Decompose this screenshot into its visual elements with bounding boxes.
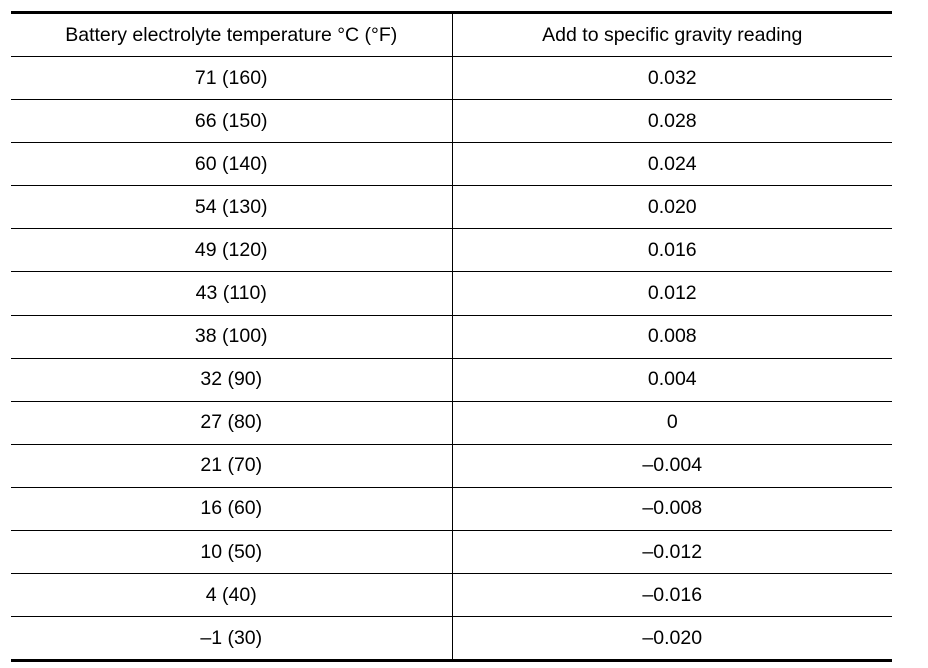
temperature-cell: 16 (60) (11, 487, 453, 532)
correction-cell: –0.008 (452, 487, 892, 532)
table-row: 60 (140) 0.024 (11, 142, 892, 187)
correction-cell: 0.028 (452, 99, 892, 144)
specific-gravity-correction-table: Battery electrolyte temperature °C (°F) … (11, 11, 892, 663)
table-row: 4 (40) –0.016 (11, 573, 892, 618)
header-temperature: Battery electrolyte temperature °C (°F) (11, 12, 453, 57)
table-header: Battery electrolyte temperature °C (°F) … (11, 12, 892, 57)
correction-cell: –0.016 (452, 573, 892, 618)
table-row: 49 (120) 0.016 (11, 228, 892, 273)
table-row: 54 (130) 0.020 (11, 185, 892, 230)
temperature-cell: 32 (90) (11, 358, 453, 402)
table-row: 16 (60) –0.008 (11, 487, 892, 532)
table-row: 43 (110) 0.012 (11, 271, 892, 316)
temperature-cell: 43 (110) (11, 271, 453, 316)
correction-cell: 0.020 (452, 185, 892, 230)
specific-gravity-correction-table-container: Battery electrolyte temperature °C (°F) … (11, 11, 892, 663)
table-row: 71 (160) 0.032 (11, 56, 892, 101)
table-row: 27 (80) 0 (11, 401, 892, 445)
table-row: 10 (50) –0.012 (11, 530, 892, 575)
correction-cell: –0.020 (642, 626, 703, 649)
temperature-cell: 38 (100) (11, 315, 453, 359)
table-row: 32 (90) 0.004 (11, 358, 892, 402)
correction-cell: 0 (452, 401, 892, 445)
temperature-cell: 71 (160) (11, 56, 453, 101)
temperature-cell: 54 (130) (11, 185, 453, 230)
correction-cell: –0.004 (452, 444, 892, 488)
temperature-cell: 10 (50) (11, 530, 453, 575)
table-row: 66 (150) 0.028 (11, 99, 892, 144)
correction-cell: 0.024 (452, 142, 892, 187)
temperature-cell: 60 (140) (11, 142, 453, 187)
temperature-cell: 4 (40) (11, 573, 453, 618)
table-body: 71 (160) 0.032 66 (150) 0.028 60 (140) 0… (11, 56, 892, 661)
temperature-cell: 27 (80) (11, 401, 453, 445)
correction-cell: 0.008 (452, 315, 892, 359)
header-row: Battery electrolyte temperature °C (°F) … (11, 12, 892, 57)
table-row: 38 (100) 0.008 (11, 315, 892, 359)
header-gravity-correction: Add to specific gravity reading (452, 12, 892, 57)
table-row: –1 (30) –0.020 (11, 616, 892, 661)
correction-cell: 0.012 (452, 271, 892, 316)
temperature-cell: 49 (120) (11, 228, 453, 273)
correction-cell: 0.032 (452, 56, 892, 101)
temperature-cell: –1 (30) (11, 616, 453, 661)
correction-cell: 0.016 (452, 228, 892, 273)
temperature-cell: 66 (150) (11, 99, 453, 144)
correction-cell: 0.004 (452, 358, 892, 402)
table-row: 21 (70) –0.004 (11, 444, 892, 488)
temperature-cell: 21 (70) (11, 444, 453, 488)
correction-cell: –0.012 (452, 530, 892, 575)
